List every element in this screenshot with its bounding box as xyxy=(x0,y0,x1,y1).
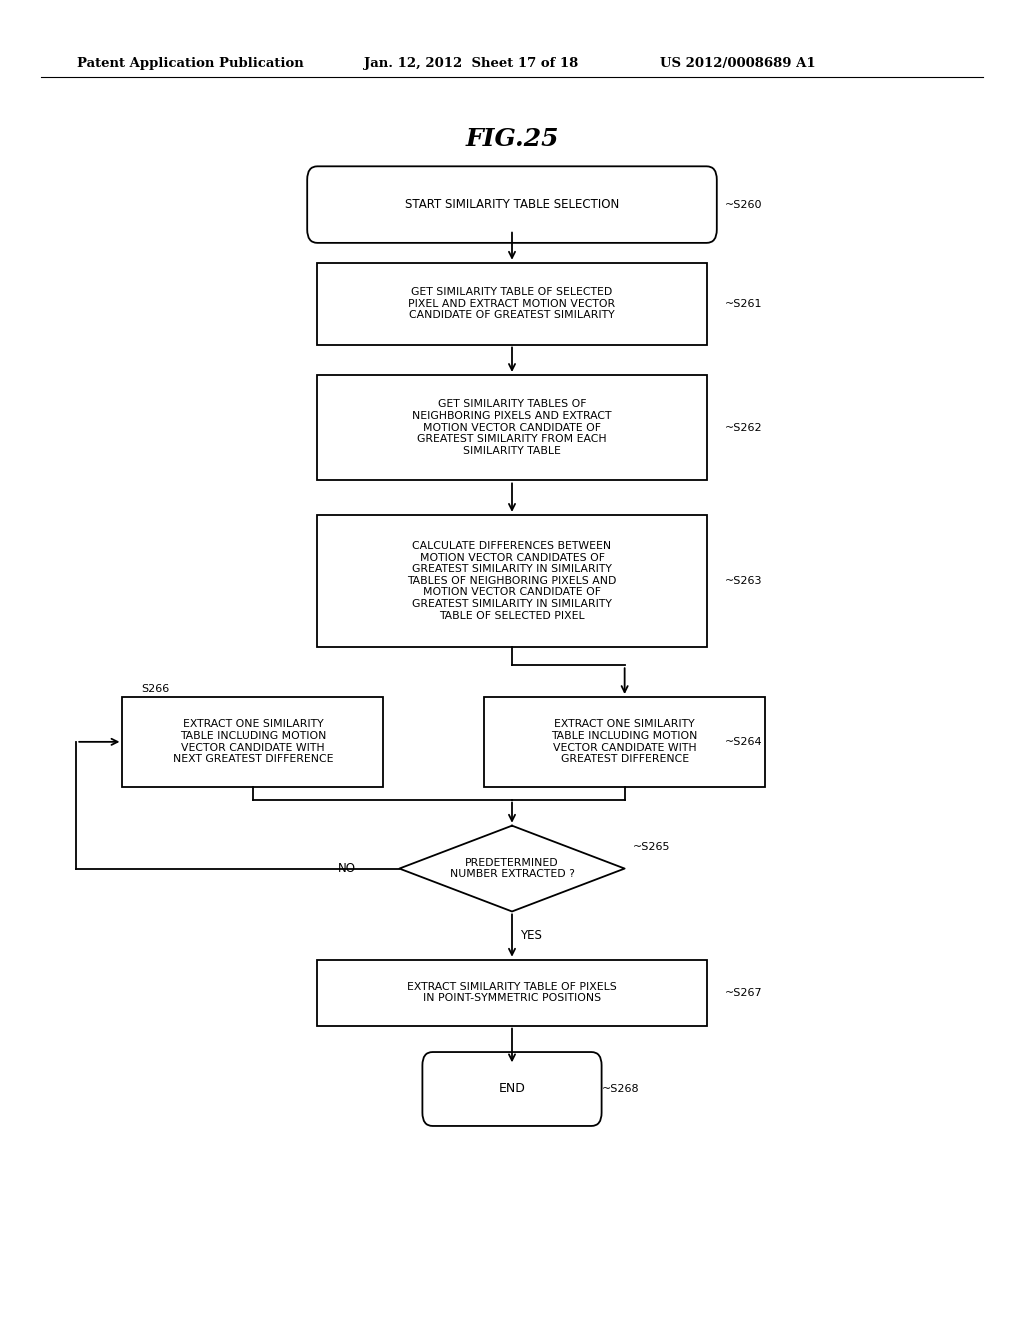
Bar xyxy=(317,960,707,1026)
Text: S266: S266 xyxy=(141,684,170,694)
Text: EXTRACT ONE SIMILARITY
TABLE INCLUDING MOTION
VECTOR CANDIDATE WITH
NEXT GREATES: EXTRACT ONE SIMILARITY TABLE INCLUDING M… xyxy=(173,719,333,764)
Text: ~S263: ~S263 xyxy=(725,576,763,586)
Text: US 2012/0008689 A1: US 2012/0008689 A1 xyxy=(660,57,816,70)
FancyBboxPatch shape xyxy=(307,166,717,243)
Bar xyxy=(317,515,707,647)
Text: FIG.25: FIG.25 xyxy=(465,127,559,150)
Text: Jan. 12, 2012  Sheet 17 of 18: Jan. 12, 2012 Sheet 17 of 18 xyxy=(364,57,578,70)
Text: EXTRACT SIMILARITY TABLE OF PIXELS
IN POINT-SYMMETRIC POSITIONS: EXTRACT SIMILARITY TABLE OF PIXELS IN PO… xyxy=(408,982,616,1003)
Bar xyxy=(123,697,383,787)
Text: GET SIMILARITY TABLES OF
NEIGHBORING PIXELS AND EXTRACT
MOTION VECTOR CANDIDATE : GET SIMILARITY TABLES OF NEIGHBORING PIX… xyxy=(413,400,611,455)
Text: YES: YES xyxy=(520,929,542,941)
Text: CALCULATE DIFFERENCES BETWEEN
MOTION VECTOR CANDIDATES OF
GREATEST SIMILARITY IN: CALCULATE DIFFERENCES BETWEEN MOTION VEC… xyxy=(408,541,616,620)
Bar xyxy=(483,697,766,787)
Text: Patent Application Publication: Patent Application Publication xyxy=(77,57,303,70)
FancyBboxPatch shape xyxy=(422,1052,601,1126)
Text: ~S268: ~S268 xyxy=(602,1084,639,1094)
Bar xyxy=(317,263,707,345)
Text: EXTRACT ONE SIMILARITY
TABLE INCLUDING MOTION
VECTOR CANDIDATE WITH
GREATEST DIF: EXTRACT ONE SIMILARITY TABLE INCLUDING M… xyxy=(552,719,697,764)
Text: ~S267: ~S267 xyxy=(725,987,763,998)
Text: START SIMILARITY TABLE SELECTION: START SIMILARITY TABLE SELECTION xyxy=(404,198,620,211)
Text: ~S260: ~S260 xyxy=(725,199,763,210)
Bar xyxy=(317,375,707,480)
Text: PREDETERMINED
NUMBER EXTRACTED ?: PREDETERMINED NUMBER EXTRACTED ? xyxy=(450,858,574,879)
Text: ~S264: ~S264 xyxy=(725,737,763,747)
Text: GET SIMILARITY TABLE OF SELECTED
PIXEL AND EXTRACT MOTION VECTOR
CANDIDATE OF GR: GET SIMILARITY TABLE OF SELECTED PIXEL A… xyxy=(409,286,615,321)
Text: ~S262: ~S262 xyxy=(725,422,763,433)
Text: END: END xyxy=(499,1082,525,1096)
Text: ~S261: ~S261 xyxy=(725,298,763,309)
Text: NO: NO xyxy=(338,862,356,875)
Text: ~S265: ~S265 xyxy=(633,842,671,853)
